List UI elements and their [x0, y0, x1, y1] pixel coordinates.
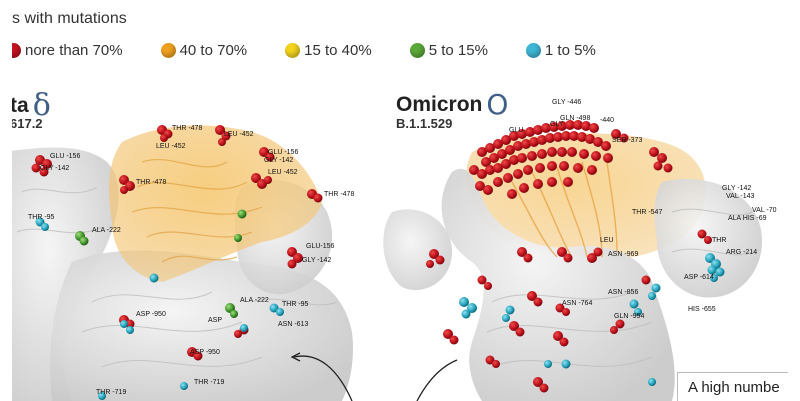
residue-label: LEU — [600, 237, 614, 244]
arrows — [290, 352, 458, 401]
curved-arrow-icon — [416, 359, 458, 401]
residue-label: ASP -614 — [684, 274, 714, 281]
residue-label: THR -719 — [96, 389, 126, 396]
residue-label: ASP — [208, 317, 222, 324]
residue-label: ASN -969 — [608, 251, 638, 258]
residue-label: THR -478 — [136, 179, 166, 186]
residue-label: -440 — [600, 117, 614, 124]
residue-label: GLY -142 — [722, 185, 751, 192]
residue-label: LEU -452 — [268, 169, 298, 176]
legend-item-over-70: nore than 70% — [12, 42, 123, 59]
residue-label: ASN -856 — [608, 289, 638, 296]
figure-frame: s with mutations nore than 70% 40 to 70%… — [12, 12, 788, 401]
residue-label: GLY -446 — [552, 99, 581, 106]
residue-label: LEU -452 — [156, 143, 186, 150]
residue-label: THR -478 — [172, 125, 202, 132]
omicron-residue-labels: GLY -446 GLN -498 -440 GLU GLY SER -373 … — [509, 99, 777, 320]
delta-symbol-icon: δ — [32, 88, 51, 123]
residue-label: ASP -950 — [136, 311, 166, 318]
residue-label: GLY -142 — [264, 157, 293, 164]
residue-label: ALA -222 — [92, 227, 121, 234]
delta-residue-labels: GLU -156 GLY -142 THR -478 LEU -452 LEU … — [28, 125, 354, 396]
legend-item-40-70: 40 to 70% — [160, 41, 248, 59]
residue-label: ALA -222 — [240, 297, 269, 304]
residue-label: GLY -142 — [302, 257, 331, 264]
blue-dot-icon — [525, 42, 541, 58]
omicron-variant-title: Omicron O — [396, 88, 508, 121]
arrow-head-icon — [290, 352, 301, 362]
legend-label: 1 to 5% — [544, 41, 596, 59]
omicron-protein — [383, 133, 763, 401]
residue-label: VAL -70 — [752, 207, 777, 214]
residue-label: HIS -655 — [688, 306, 716, 313]
legend-item-15-40: 15 to 40% — [285, 42, 372, 59]
delta-variant-name: ta — [12, 94, 29, 117]
legend-label: 15 to 40% — [304, 41, 372, 59]
orange-dot-icon — [160, 42, 176, 58]
residue-label: GLY — [550, 121, 564, 128]
residue-label: VAL -143 — [726, 193, 755, 200]
residue-label: THR -547 — [632, 209, 662, 216]
residue-label: GLN -954 — [614, 313, 644, 320]
residue-label: ALA HIS -69 — [728, 215, 767, 222]
omicron-mutations — [426, 120, 725, 393]
delta-variant-code: 617.2 — [12, 116, 43, 131]
delta-variant-title: ta δ — [12, 88, 51, 123]
residue-label: GLU — [509, 127, 523, 134]
residue-label: THR — [712, 237, 726, 244]
delta-mutations — [31, 125, 323, 400]
legend-label: 40 to 70% — [179, 41, 248, 59]
red-dot-icon — [12, 42, 21, 58]
residue-label: GLY -142 — [40, 165, 69, 172]
residue-label: GLN -498 — [560, 115, 590, 122]
residue-label: GLU -156 — [50, 153, 80, 160]
residue-label: LEU -452 — [224, 131, 254, 138]
residue-label: GLU -156 — [268, 149, 298, 156]
omicron-symbol-icon: O — [486, 88, 509, 121]
omicron-variant-code: B.1.1.529 — [396, 116, 453, 131]
legend-item-1-5: 1 to 5% — [525, 41, 596, 59]
residue-label: THR -478 — [324, 191, 354, 198]
residue-label: THR -95 — [282, 301, 309, 308]
residue-label: SER -373 — [612, 137, 642, 144]
delta-protein — [12, 125, 354, 401]
protein-structures: GLU -156 GLY -142 THR -478 LEU -452 LEU … — [12, 99, 777, 401]
green-dot-icon — [409, 42, 425, 58]
residue-label: THR -95 — [28, 214, 55, 221]
yellow-dot-icon — [285, 42, 301, 58]
caption-note: A high numbe — [677, 372, 788, 401]
curved-arrow-icon — [293, 355, 353, 401]
legend-item-5-15: 5 to 15% — [409, 41, 488, 59]
legend-label: nore than 70% — [25, 41, 123, 59]
residue-label: ASN -764 — [562, 300, 592, 307]
residue-label: ARG -214 — [726, 249, 757, 256]
residue-label: THR -719 — [194, 379, 224, 386]
residue-label: ASN -613 — [278, 321, 308, 328]
residue-label: ASP -950 — [190, 349, 220, 356]
legend-title: s with mutations — [12, 12, 127, 27]
omicron-variant-name: Omicron — [396, 93, 483, 116]
legend: nore than 70% 40 to 70% 15 to 40% 5 to 1… — [12, 38, 634, 62]
legend-label: 5 to 15% — [428, 41, 488, 59]
residue-label: GLU-156 — [306, 243, 335, 250]
